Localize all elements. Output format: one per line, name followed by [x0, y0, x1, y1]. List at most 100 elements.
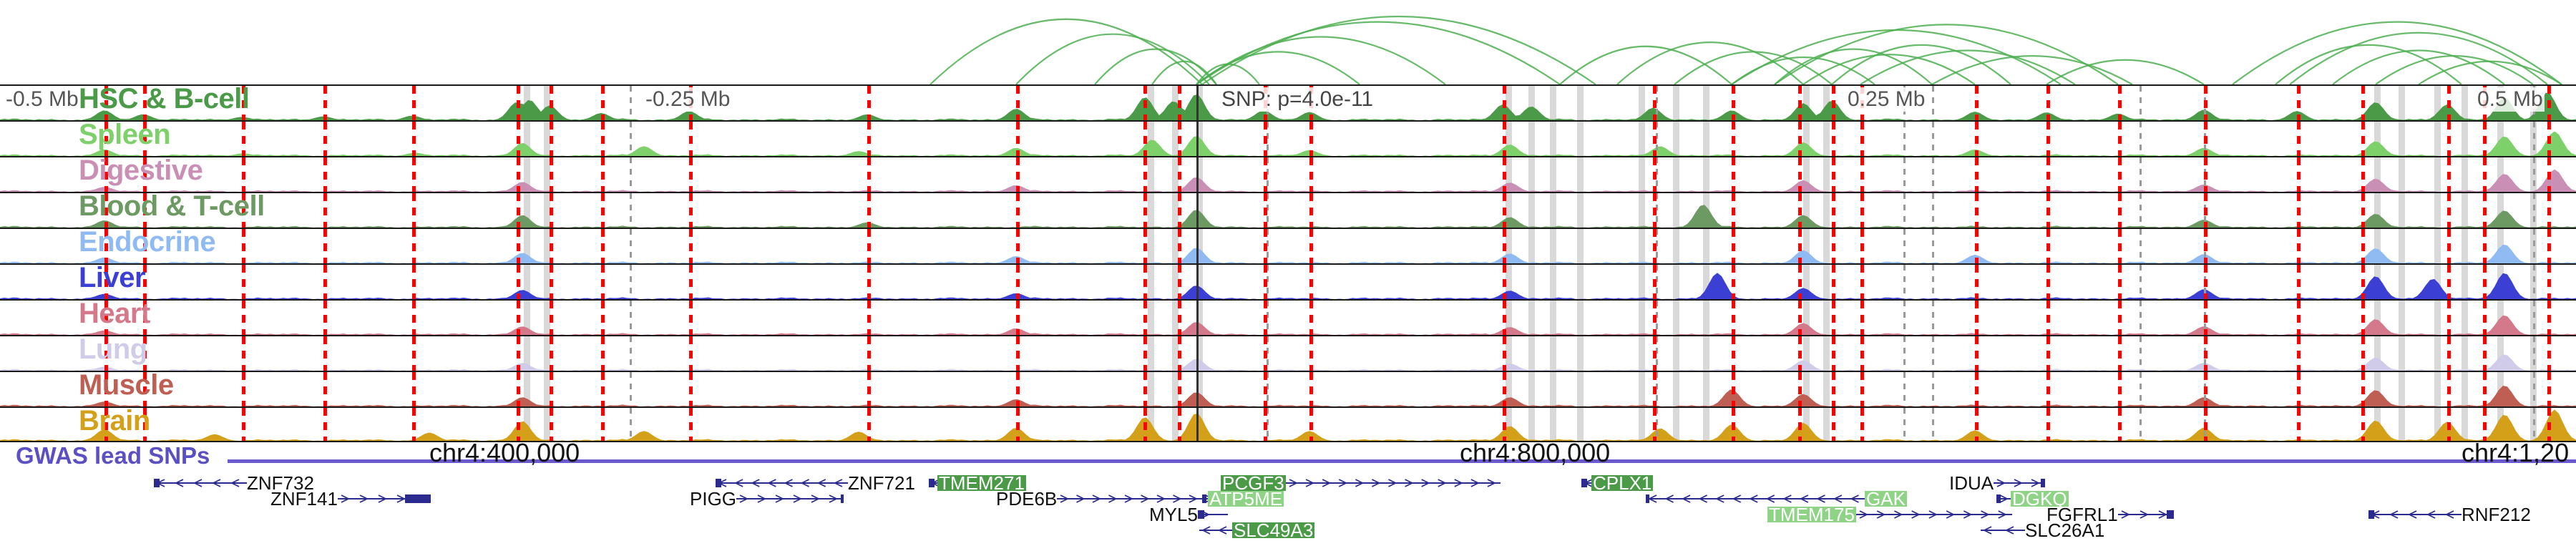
- gwas-snp-line[interactable]: [867, 157, 871, 192]
- gwas-snp-line[interactable]: [2118, 229, 2122, 263]
- gene-GAK[interactable]: GAK: [1646, 489, 1907, 508]
- gwas-snp-line[interactable]: [2297, 301, 2301, 335]
- gwas-snp-line[interactable]: [550, 336, 553, 371]
- gwas-snp-line[interactable]: [2547, 301, 2551, 335]
- gwas-snp-line[interactable]: [2297, 122, 2301, 156]
- gwas-snp-line[interactable]: [323, 372, 327, 406]
- gwas-snp-line[interactable]: [1178, 336, 1181, 371]
- gene-TMEM271[interactable]: TMEM271: [929, 474, 1026, 492]
- gwas-snp-line[interactable]: [1178, 193, 1181, 228]
- gwas-snp-line[interactable]: [1143, 193, 1147, 228]
- gwas-snp-line[interactable]: [2204, 408, 2207, 441]
- gwas-snp-line[interactable]: [1264, 408, 1267, 441]
- gwas-snp-line[interactable]: [1975, 372, 1979, 406]
- gwas-snp-line[interactable]: [2361, 229, 2365, 263]
- gwas-snp-line[interactable]: [1309, 336, 1313, 371]
- gwas-snp-line[interactable]: [689, 301, 693, 335]
- gwas-snp-line[interactable]: [2118, 301, 2122, 335]
- gwas-snp-line[interactable]: [1798, 265, 1802, 299]
- gwas-snp-line[interactable]: [1309, 372, 1313, 406]
- gwas-snp-line[interactable]: [242, 301, 245, 335]
- gwas-snp-line[interactable]: [1732, 336, 1735, 371]
- gwas-snp-line[interactable]: [1143, 122, 1147, 156]
- gwas-snp-line[interactable]: [1860, 265, 1864, 299]
- gwas-snp-line[interactable]: [143, 301, 147, 335]
- gwas-snp-line[interactable]: [601, 265, 605, 299]
- gene-PCGF3[interactable]: PCGF3: [1221, 474, 1501, 492]
- gwas-snp-line[interactable]: [517, 301, 520, 335]
- gwas-snp-line[interactable]: [412, 336, 416, 371]
- track-digestive[interactable]: Digestive: [0, 156, 2576, 192]
- gwas-snp-line[interactable]: [2204, 193, 2207, 228]
- gwas-snp-line[interactable]: [1975, 229, 1979, 263]
- gwas-snp-line[interactable]: [2118, 265, 2122, 299]
- gwas-snp-line[interactable]: [2046, 301, 2050, 335]
- gwas-snp-line[interactable]: [2046, 372, 2050, 406]
- gwas-snp-line[interactable]: [1264, 229, 1267, 263]
- track-spleen[interactable]: Spleen: [0, 120, 2576, 156]
- gwas-snp-line[interactable]: [2483, 265, 2487, 299]
- gwas-snp-line[interactable]: [2118, 372, 2122, 406]
- gwas-snp-line[interactable]: [689, 408, 693, 441]
- gwas-snp-line[interactable]: [1653, 86, 1657, 120]
- track-liver[interactable]: Liver: [0, 263, 2576, 299]
- gwas-snp-line[interactable]: [1143, 408, 1147, 441]
- gwas-snp-line[interactable]: [2547, 372, 2551, 406]
- gwas-snp-line[interactable]: [1309, 408, 1313, 441]
- gene-FGFRL1[interactable]: FGFRL1: [2046, 505, 2174, 524]
- gwas-snp-line[interactable]: [2361, 157, 2365, 192]
- gwas-snp-line[interactable]: [2118, 122, 2122, 156]
- gwas-snp-line[interactable]: [2547, 408, 2551, 441]
- gwas-snp-line[interactable]: [412, 265, 416, 299]
- gwas-snp-line[interactable]: [1503, 193, 1506, 228]
- lead-snp-marker[interactable]: [1196, 157, 1199, 192]
- gwas-snp-line[interactable]: [867, 229, 871, 263]
- gwas-snp-line[interactable]: [242, 336, 245, 371]
- gwas-snp-line[interactable]: [1860, 336, 1864, 371]
- gwas-snp-line[interactable]: [242, 193, 245, 228]
- gwas-snp-line[interactable]: [1143, 157, 1147, 192]
- gwas-snp-line[interactable]: [1653, 193, 1657, 228]
- gwas-snp-line[interactable]: [143, 265, 147, 299]
- gwas-snp-line[interactable]: [1309, 157, 1313, 192]
- gwas-snp-line[interactable]: [2547, 265, 2551, 299]
- gwas-snp-line[interactable]: [2361, 265, 2365, 299]
- gwas-snp-line[interactable]: [2297, 336, 2301, 371]
- gwas-snp-line[interactable]: [1732, 193, 1735, 228]
- gwas-snp-line[interactable]: [1503, 372, 1506, 406]
- gwas-snp-line[interactable]: [2361, 301, 2365, 335]
- gwas-snp-line[interactable]: [2046, 336, 2050, 371]
- gwas-snp-line[interactable]: [1860, 301, 1864, 335]
- gwas-snp-line[interactable]: [1653, 265, 1657, 299]
- gwas-snp-line[interactable]: [2483, 301, 2487, 335]
- gwas-snp-line[interactable]: [1798, 157, 1802, 192]
- gene-IDUA[interactable]: IDUA: [1949, 474, 2046, 492]
- gwas-snp-line[interactable]: [2046, 122, 2050, 156]
- gene-SLC26A1[interactable]: SLC26A1: [1981, 521, 2104, 540]
- gwas-snp-line[interactable]: [2204, 301, 2207, 335]
- gwas-snp-line[interactable]: [323, 229, 327, 263]
- gwas-snp-line[interactable]: [323, 408, 327, 441]
- gwas-snp-line[interactable]: [1309, 265, 1313, 299]
- gwas-snp-line[interactable]: [867, 336, 871, 371]
- gwas-snp-line[interactable]: [1860, 229, 1864, 263]
- gwas-snp-line[interactable]: [2046, 193, 2050, 228]
- gwas-snp-line[interactable]: [2483, 193, 2487, 228]
- gwas-snp-line[interactable]: [550, 157, 553, 192]
- gwas-snp-line[interactable]: [1832, 372, 1835, 406]
- gwas-snp-line[interactable]: [1798, 193, 1802, 228]
- track-endocrine[interactable]: Endocrine: [0, 228, 2576, 263]
- gwas-snp-line[interactable]: [1832, 408, 1835, 441]
- gwas-snp-line[interactable]: [2447, 372, 2451, 406]
- gwas-snp-line[interactable]: [1653, 408, 1657, 441]
- gwas-snp-line[interactable]: [550, 86, 553, 120]
- gwas-snp-line[interactable]: [2118, 193, 2122, 228]
- gwas-snp-line[interactable]: [550, 265, 553, 299]
- gwas-snp-line[interactable]: [1975, 301, 1979, 335]
- gwas-snp-line[interactable]: [2361, 336, 2365, 371]
- gwas-snp-line[interactable]: [1653, 122, 1657, 156]
- gwas-snp-line[interactable]: [143, 122, 147, 156]
- gwas-snp-line[interactable]: [689, 157, 693, 192]
- gwas-snp-line[interactable]: [689, 229, 693, 263]
- gwas-snp-line[interactable]: [1975, 336, 1979, 371]
